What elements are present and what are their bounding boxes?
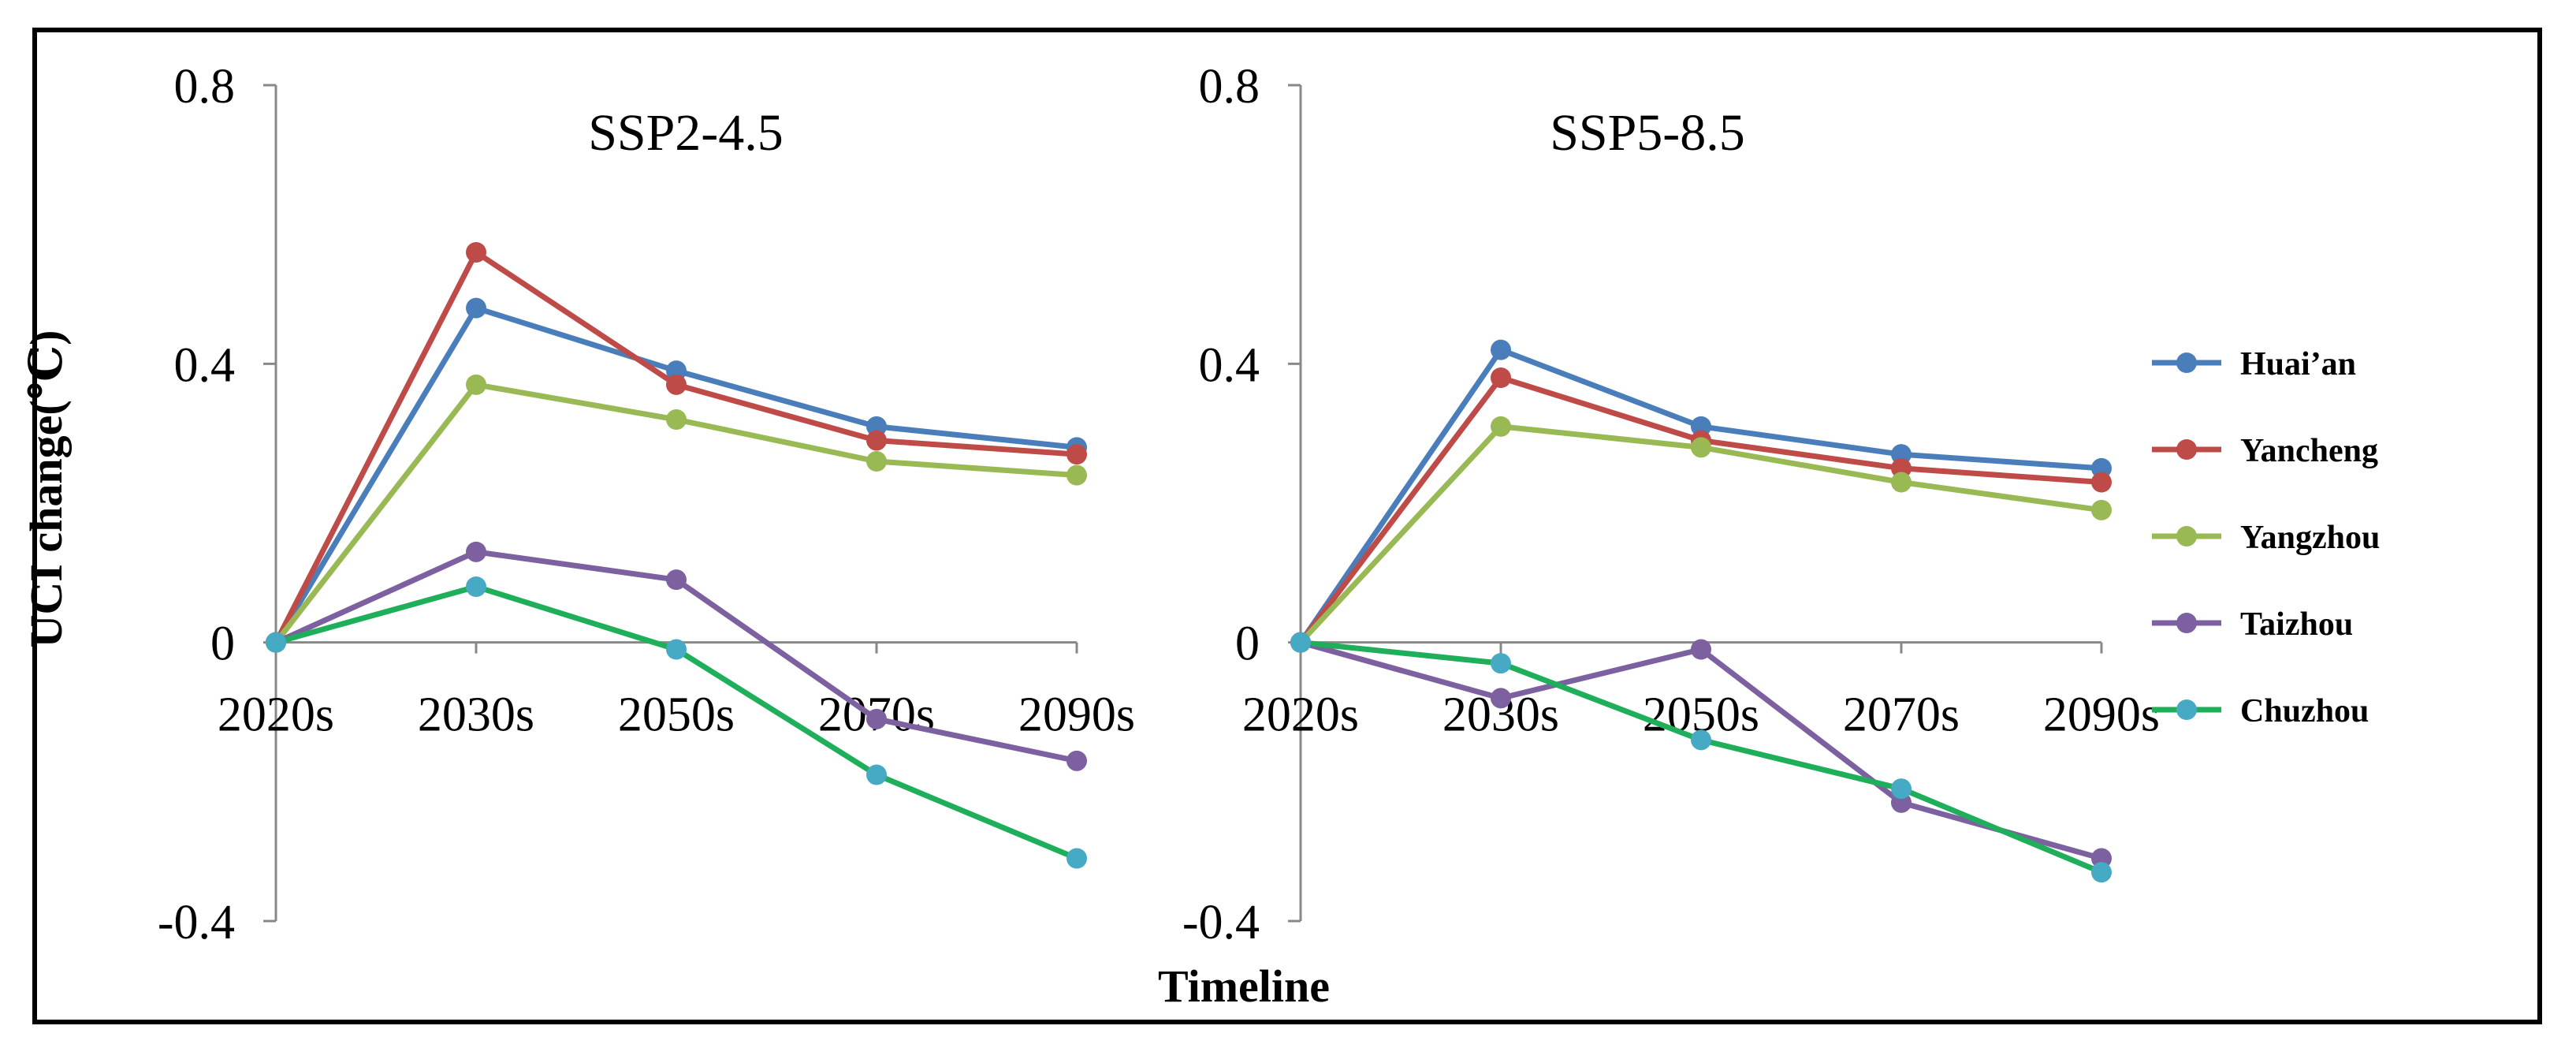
y-tick-label: 0.8 <box>1199 60 1260 114</box>
legend-marker <box>2176 352 2197 373</box>
data-point <box>666 639 687 660</box>
x-tick-label: 2070s <box>1843 688 1960 742</box>
y-tick-label: 0.4 <box>174 338 236 392</box>
series-chuzhou <box>1290 632 2112 883</box>
panel-title: SSP5-8.5 <box>1550 104 1745 162</box>
series-chuzhou <box>266 576 1087 869</box>
data-point <box>866 451 887 472</box>
legend-label: Chuzhou <box>2240 693 2369 729</box>
figure-border <box>32 28 2542 1024</box>
data-point <box>466 541 486 562</box>
y-tick-label: 0 <box>1235 617 1260 671</box>
y-axis-label: UCI change(℃) <box>20 330 72 648</box>
legend-label: Yancheng <box>2240 433 2378 469</box>
data-point <box>666 374 687 395</box>
legend-marker <box>2176 439 2197 460</box>
data-point <box>466 374 486 395</box>
x-axis-label: Timeline <box>1158 960 1330 1012</box>
y-tick-label: -0.4 <box>158 896 235 949</box>
data-point <box>1491 416 1511 437</box>
x-tick-label: 2020s <box>1242 688 1359 742</box>
data-point <box>1290 632 1311 653</box>
data-point <box>1891 472 1912 493</box>
data-point <box>466 242 486 263</box>
data-point <box>1067 444 1087 465</box>
data-point <box>1491 339 1511 360</box>
y-tick-label: 0.8 <box>174 60 236 114</box>
legend-item: Taizhou <box>2152 606 2353 643</box>
data-point <box>666 569 687 591</box>
data-point <box>466 297 486 319</box>
legend-item: Huai’an <box>2152 346 2356 382</box>
legend-marker <box>2176 613 2197 633</box>
data-point <box>1067 750 1087 771</box>
legend-item: Chuzhou <box>2152 693 2369 729</box>
data-point <box>1491 688 1511 709</box>
data-point <box>666 409 687 430</box>
x-tick-label: 2050s <box>618 688 735 742</box>
legend-item: Yancheng <box>2152 433 2378 469</box>
legend: Huai’an Yancheng Yangzhou Taizhou Chuzhou <box>2152 346 2380 729</box>
x-tick-label: 2090s <box>1018 688 1135 742</box>
data-point <box>1067 464 1087 486</box>
data-point <box>1891 778 1912 800</box>
y-tick-label: -0.4 <box>1182 896 1260 949</box>
data-point <box>866 708 887 729</box>
legend-marker <box>2176 699 2197 720</box>
legend-item: Yangzhou <box>2152 520 2380 556</box>
data-point <box>1691 729 1711 751</box>
x-tick-label: 2020s <box>218 688 334 742</box>
data-point <box>2091 862 2112 883</box>
data-point <box>1067 848 1087 869</box>
data-point <box>466 576 486 597</box>
panel-1: SSP2-4.5-0.400.40.82020s2030s2050s2070s2… <box>158 60 1135 949</box>
legend-marker <box>2176 526 2197 546</box>
data-point <box>1691 437 1711 458</box>
legend-label: Taizhou <box>2240 606 2353 643</box>
y-tick-label: 0.4 <box>1199 338 1260 392</box>
series-yangzhou <box>266 374 1087 653</box>
data-point <box>1691 639 1711 660</box>
data-point <box>1491 653 1511 674</box>
data-point <box>866 430 887 451</box>
legend-label: Yangzhou <box>2240 520 2380 556</box>
legend-label: Huai’an <box>2240 346 2356 382</box>
panels: SSP2-4.5 -0.4 0 0.4 0.8 2020s 2030s 2050s 2070s 2… <box>158 60 2160 949</box>
data-point <box>866 764 887 785</box>
data-point <box>266 632 286 653</box>
data-point <box>2091 499 2112 520</box>
y-tick-label: 0 <box>210 617 235 671</box>
panel-title: SSP2-4.5 <box>588 104 784 162</box>
data-point <box>2091 472 2112 493</box>
x-tick-label: 2030s <box>418 688 534 742</box>
x-tick-label: 2090s <box>2043 688 2160 742</box>
data-point <box>1491 367 1511 388</box>
